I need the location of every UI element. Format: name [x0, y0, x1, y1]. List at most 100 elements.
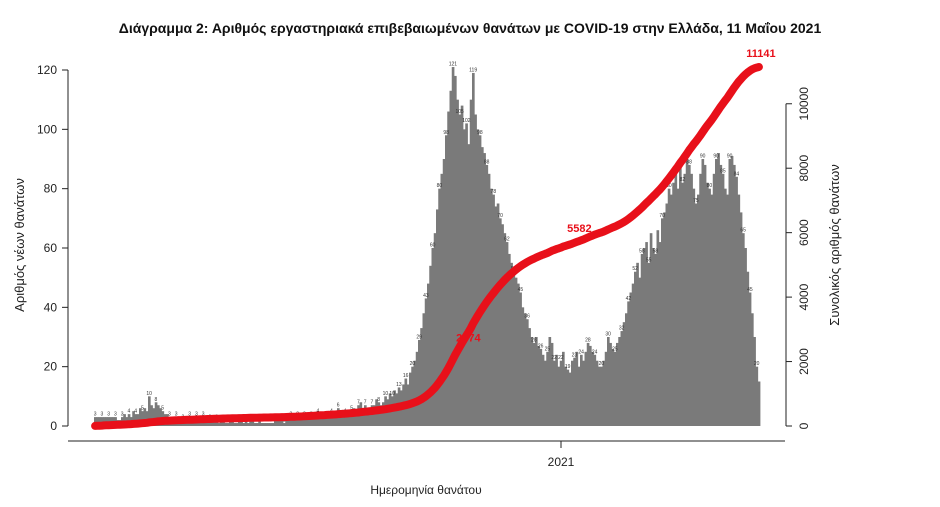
bar-data-label: 7 — [357, 400, 360, 406]
bar — [251, 420, 255, 426]
bar-data-label: 16 — [403, 373, 409, 379]
bar — [694, 203, 698, 426]
bar — [550, 342, 554, 426]
bar — [505, 242, 509, 426]
bar — [418, 339, 421, 426]
bar — [431, 248, 435, 426]
bar — [424, 298, 428, 426]
bar — [553, 360, 556, 426]
bar — [580, 354, 583, 426]
bar-data-label: 85 — [720, 168, 726, 174]
bar — [521, 307, 525, 426]
bar — [132, 411, 135, 426]
bar — [665, 203, 669, 426]
bar-data-label: 10 — [146, 391, 152, 397]
y-axis-label-left: Αριθμός νέων θανάτων — [12, 178, 27, 312]
bar — [636, 262, 639, 426]
bar — [159, 408, 162, 426]
bar — [548, 337, 552, 426]
bar — [663, 212, 666, 426]
bar — [100, 417, 104, 426]
bar-data-label: 36 — [524, 314, 530, 320]
bar — [501, 224, 504, 426]
bar-data-label: 6 — [337, 403, 340, 409]
bar — [382, 402, 385, 426]
bar-data-label: 58 — [653, 248, 659, 254]
bar — [724, 188, 727, 426]
bar — [661, 218, 664, 426]
bar — [460, 105, 464, 426]
bar-data-label: 10 — [383, 391, 389, 397]
bar — [573, 357, 576, 426]
bar — [269, 423, 273, 426]
x-tick-label: 2021 — [548, 455, 575, 469]
bar — [544, 360, 547, 426]
bar — [512, 271, 516, 426]
bar-data-label: 5 — [161, 406, 164, 412]
bar-data-label: 84 — [734, 171, 740, 177]
bar-data-label: 3 — [168, 412, 171, 418]
bar — [746, 271, 750, 426]
bar — [478, 135, 482, 426]
bar — [679, 164, 682, 426]
bar — [577, 366, 581, 426]
bar — [715, 159, 718, 426]
bar — [127, 414, 131, 426]
bar — [307, 414, 311, 426]
bar — [141, 411, 144, 426]
bar-data-label: 7 — [364, 400, 367, 406]
y-tick-label-left: 80 — [44, 182, 58, 196]
bar-data-label: 43 — [423, 293, 429, 299]
bar — [710, 194, 714, 426]
bar-data-label: 4 — [127, 409, 130, 415]
bar — [575, 351, 579, 426]
bar — [676, 188, 680, 426]
bar — [755, 366, 759, 426]
bar — [625, 313, 628, 426]
bar — [609, 342, 612, 426]
bar — [631, 283, 635, 426]
bar-data-label: 5 — [141, 406, 144, 412]
bar — [481, 147, 484, 426]
axes-group: 0204060801001200200040006000800010000202… — [37, 63, 811, 469]
bar — [559, 360, 563, 426]
bar — [643, 248, 646, 426]
bar — [361, 408, 365, 426]
bar — [510, 262, 513, 426]
bar — [301, 417, 304, 426]
bar — [352, 408, 356, 426]
bar — [584, 351, 588, 426]
bar-data-label: 25 — [545, 346, 551, 352]
bar — [629, 292, 633, 426]
bar — [589, 345, 592, 426]
bar-data-label: 70 — [659, 213, 665, 219]
bar-data-label: 8 — [154, 397, 157, 403]
bar — [706, 182, 709, 426]
bar — [523, 313, 527, 426]
bar-data-label: 119 — [469, 67, 477, 73]
bar — [562, 351, 565, 426]
bar — [712, 173, 716, 426]
bar-data-label: 105 — [455, 109, 464, 115]
bar — [339, 414, 342, 426]
bar-data-label: 23 — [572, 352, 578, 358]
bar — [294, 420, 297, 426]
cumulative-value-label: 2774 — [456, 332, 481, 344]
bar — [454, 75, 457, 426]
bar — [456, 99, 459, 427]
bar — [721, 173, 725, 426]
bar — [222, 420, 225, 426]
bar — [98, 417, 102, 426]
bar — [289, 417, 293, 426]
bar — [368, 408, 372, 426]
bar — [379, 405, 383, 426]
bar — [152, 408, 156, 426]
bar-data-label: 30 — [605, 332, 611, 338]
y-tick-label-left: 120 — [37, 63, 57, 77]
bar — [94, 417, 97, 426]
bar — [476, 129, 480, 427]
bar — [757, 381, 761, 426]
bar-data-label: 8 — [377, 397, 380, 403]
bar — [341, 411, 345, 426]
y-tick-label-left: 20 — [44, 360, 58, 374]
